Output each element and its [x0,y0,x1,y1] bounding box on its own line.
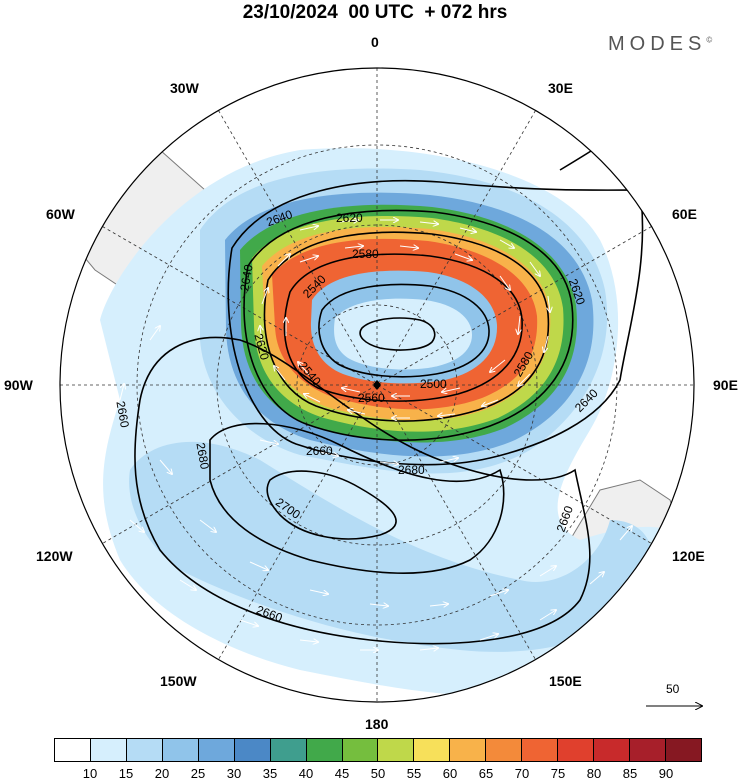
legend-tick-label: 15 [118,766,134,781]
legend-ticks: 10 15 20 25 30 35 40 45 50 55 60 65 70 75 80 85 90 [54,766,702,782]
lon-label-150e: 150E [549,673,582,689]
contour-label: 2660 [306,444,333,458]
legend-tick-label: 65 [478,766,494,781]
brand-logo: MODES© [608,33,712,56]
lon-label-0: 0 [371,34,379,50]
legend-swatch [450,739,487,761]
contour-label: 2500 [420,377,447,391]
vector-reference: 50 [646,680,706,710]
contour-label: 2640 [237,263,255,292]
band-core [334,298,472,370]
contour-2700 [266,470,397,540]
map-boundary [59,67,695,703]
legend-swatch [306,739,343,761]
legend-tick-label: 20 [154,766,170,781]
lon-label-30w: 30W [170,80,199,96]
contour-label: 2660 [113,400,131,429]
legend-tick-label: 70 [514,766,530,781]
lon-label-120e: 120E [672,548,705,564]
legend-swatch [162,739,199,761]
legend-tick-label: 60 [442,766,458,781]
legend-tick-label: 45 [334,766,350,781]
legend-tick-label: 75 [550,766,566,781]
legend-tick-label: 10 [82,766,98,781]
contour-label: 2680 [193,442,211,471]
contour-label: 2580 [352,247,379,261]
legend-swatch [126,739,163,761]
legend-tick-label: 35 [262,766,278,781]
contour-2580 [263,231,550,422]
legend-swatch [90,739,127,761]
lon-label-90w: 90W [4,377,33,393]
legend-tick-label: 50 [370,766,386,781]
legend-swatch [522,739,559,761]
legend-swatch [342,739,379,761]
map-disk: 2640 2620 2580 2620 2640 2620 2540 2640 … [60,68,694,702]
lon-label-60e: 60E [672,206,697,222]
contour-label: 2560 [358,391,385,405]
map-title: 23/10/2024 00 UTC + 072 hrs [242,2,508,23]
color-legend [54,738,702,762]
legend-swatch [665,739,701,761]
legend-tick-label: 30 [226,766,242,781]
legend-swatch [378,739,415,761]
lon-label-180: 180 [365,716,389,732]
legend-swatch [594,739,630,761]
legend-tick-label: 25 [190,766,206,781]
contour-label: 2680 [398,463,425,477]
lon-label-60w: 60W [46,206,75,222]
lon-label-120w: 120W [36,548,73,564]
lon-label-30e: 30E [548,80,573,96]
legend-tick-label: 90 [658,766,674,781]
contour-2520 [359,317,436,351]
contour-label: 2620 [251,332,272,362]
legend-swatch [198,739,235,761]
contour-2540 [283,253,523,402]
lon-label-90e: 90E [713,377,738,393]
contour-2620 [243,209,574,441]
brand-name: MODES [608,33,707,55]
contour-2660-outer [134,336,591,645]
legend-tick-label: 85 [622,766,638,781]
lon-label-150w: 150W [160,673,197,689]
legend-swatch [486,739,523,761]
vector-reference-value: 50 [666,682,680,696]
contour-2680 [209,422,505,574]
south-pole-marker [373,380,381,390]
legend-tick-label: 55 [406,766,422,781]
legend-swatch [558,739,595,761]
legend-swatch [55,739,91,761]
legend-swatch [234,739,271,761]
legend-swatch [270,739,307,761]
wind-speed-shading [100,148,690,697]
height-contours [134,99,661,645]
contour-label: 2620 [336,211,363,225]
legend-tick-label: 40 [298,766,314,781]
contour-2500 [318,283,490,378]
legend-swatch [414,739,451,761]
wind-vectors [119,220,632,650]
contour-2640 [227,179,644,466]
legend-tick-label: 80 [586,766,602,781]
legend-swatch [630,739,666,761]
copyright-mark: © [706,35,713,45]
